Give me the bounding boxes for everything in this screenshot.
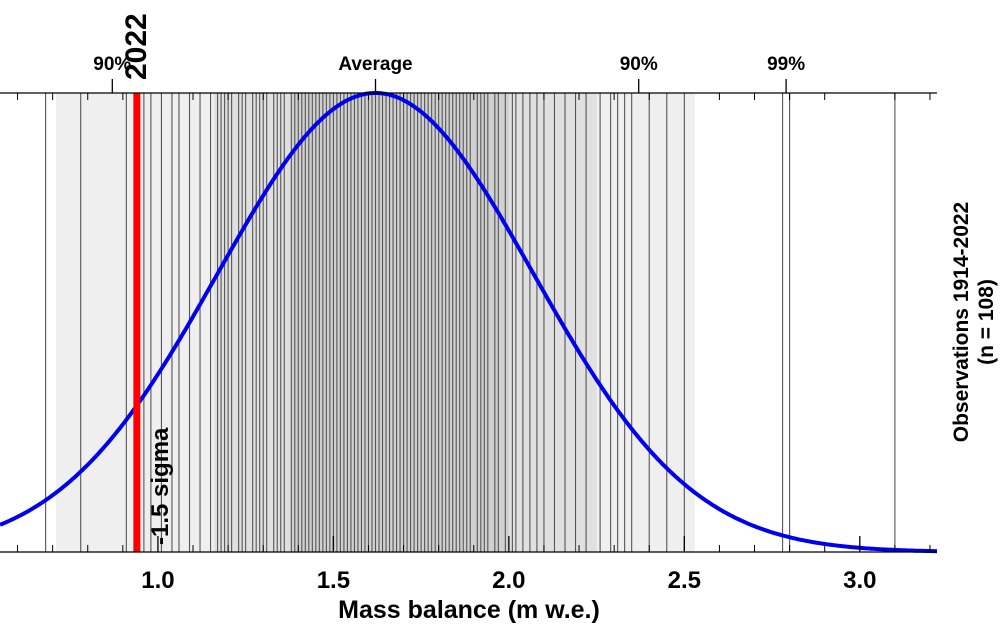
- highlight-sigma-annotation: -1.5 sigma: [147, 427, 174, 545]
- top-marker-label: 90%: [620, 54, 658, 75]
- x-tick-label: 2.0: [492, 567, 525, 594]
- x-tick-label: 2.5: [668, 567, 701, 594]
- y-axis-label-line2: (n = 108): [975, 279, 998, 365]
- x-tick-label: 1.5: [317, 567, 350, 594]
- x-axis-label: Mass balance (m w.e.): [338, 596, 600, 624]
- x-tick-label: 1.0: [141, 567, 174, 594]
- top-percentile-markers: 90% Average 90% 99%: [93, 54, 805, 93]
- x-tick-label: 3.0: [843, 567, 876, 594]
- top-marker-label: 90%: [93, 54, 131, 75]
- plot-frame: [0, 92, 937, 553]
- top-marker-label: 99%: [767, 54, 805, 75]
- y-axis-label-line1: Observations 1914-2022: [950, 202, 973, 442]
- normal-distribution-curve: [0, 91, 938, 554]
- observation-lines: [45, 93, 896, 552]
- highlight-year-label: 2022: [120, 13, 153, 80]
- top-marker-label: Average: [338, 54, 412, 75]
- x-axis-ticks: 1.0 1.5 2.0 2.5 3.0: [17, 93, 931, 594]
